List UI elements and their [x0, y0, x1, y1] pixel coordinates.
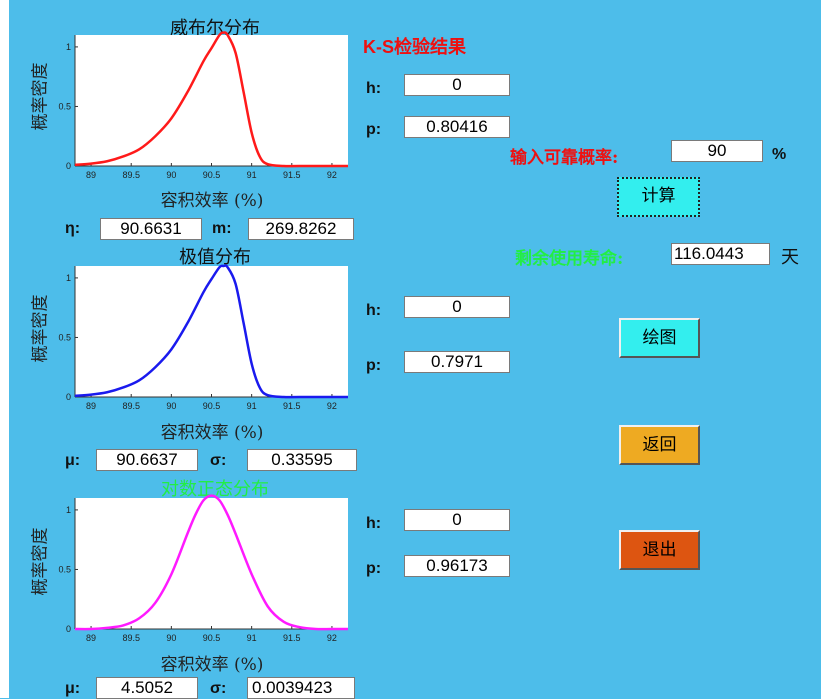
- lognormal-ylabel: 概率密度: [30, 527, 51, 596]
- lognormal-title: 对数正态分布: [161, 479, 269, 500]
- weibull-m-field[interactable]: 269.8262: [248, 218, 354, 240]
- extreme-mu-field[interactable]: 90.6637: [96, 449, 198, 471]
- ks2-h-label: h:: [366, 302, 382, 319]
- ks1-p-field[interactable]: 0.80416: [404, 116, 510, 138]
- weibull-param1-label: η:: [65, 220, 81, 237]
- lognormal-mu-field[interactable]: 4.5052: [96, 677, 198, 699]
- window-edge: [0, 0, 9, 698]
- x-tick-label: 90: [166, 633, 176, 643]
- density-curve: [74, 494, 348, 631]
- density-curve: [74, 264, 348, 399]
- exit-button[interactable]: 退出: [619, 530, 700, 570]
- y-tick-label: 0: [66, 161, 71, 171]
- reliability-label: 输入可靠概率:: [510, 148, 619, 168]
- ks2-h-field[interactable]: 0: [404, 296, 510, 318]
- x-tick-label: 91: [247, 170, 257, 180]
- extreme-plot-area: [75, 266, 348, 397]
- x-tick-label: 92: [327, 401, 337, 411]
- extreme-title: 极值分布: [179, 247, 251, 268]
- plot-button[interactable]: 绘图: [619, 318, 700, 358]
- x-tick-label: 90.5: [203, 633, 221, 643]
- y-tick-label: 0: [66, 624, 71, 634]
- x-tick-label: 91: [247, 401, 257, 411]
- ks1-h-label: h:: [366, 80, 382, 97]
- x-tick-label: 92: [327, 170, 337, 180]
- x-tick-label: 90.5: [203, 401, 221, 411]
- x-tick-label: 90: [166, 170, 176, 180]
- ks3-p-field[interactable]: 0.96173: [404, 555, 510, 577]
- y-tick-label: 1: [66, 42, 71, 52]
- weibull-param2-label: m:: [212, 220, 232, 237]
- ks3-h-field[interactable]: 0: [404, 509, 510, 531]
- ks-results-title: K-S检验结果: [363, 37, 466, 57]
- compute-button[interactable]: 计算: [617, 177, 700, 217]
- x-tick-label: 89: [86, 633, 96, 643]
- extreme-param2-label: σ:: [210, 452, 227, 469]
- x-tick-label: 91.5: [283, 633, 301, 643]
- remaining-life-field[interactable]: 116.0443: [671, 243, 770, 265]
- ks1-p-label: p:: [366, 121, 382, 138]
- lognormal-plot-area: [75, 498, 348, 629]
- remaining-life-label: 剩余使用寿命:: [515, 249, 624, 269]
- y-tick-label: 0.5: [58, 564, 71, 574]
- y-tick-label: 0: [66, 392, 71, 402]
- reliability-unit: %: [772, 146, 787, 163]
- ks2-p-label: p:: [366, 357, 382, 374]
- x-tick-label: 89.5: [122, 170, 140, 180]
- weibull-plot-area: [75, 35, 348, 166]
- ks3-p-label: p:: [366, 560, 382, 577]
- x-tick-label: 89: [86, 401, 96, 411]
- extreme-xlabel: 容积效率 (%): [160, 423, 264, 443]
- lognormal-sigma-field[interactable]: 0.0039423: [247, 677, 355, 699]
- remaining-life-unit: 天: [781, 247, 799, 268]
- ks1-h-field[interactable]: 0: [404, 74, 510, 96]
- density-curve: [74, 31, 348, 168]
- y-tick-label: 1: [66, 273, 71, 283]
- extreme-sigma-field[interactable]: 0.33595: [247, 449, 357, 471]
- x-tick-label: 90: [166, 401, 176, 411]
- x-tick-label: 89.5: [122, 633, 140, 643]
- x-tick-label: 89: [86, 170, 96, 180]
- x-tick-label: 91: [247, 633, 257, 643]
- lognormal-param1-label: μ:: [65, 680, 81, 697]
- ks3-h-label: h:: [366, 515, 382, 532]
- back-button[interactable]: 返回: [619, 425, 700, 465]
- x-tick-label: 92: [327, 633, 337, 643]
- lognormal-xlabel: 容积效率 (%): [160, 655, 264, 675]
- y-tick-label: 0.5: [58, 101, 71, 111]
- extreme-param1-label: μ:: [65, 452, 81, 469]
- y-tick-label: 0.5: [58, 332, 71, 342]
- weibull-xlabel: 容积效率 (%): [160, 191, 264, 211]
- ks2-p-field[interactable]: 0.7971: [404, 351, 510, 373]
- x-tick-label: 91.5: [283, 401, 301, 411]
- x-tick-label: 91.5: [283, 170, 301, 180]
- weibull-eta-field[interactable]: 90.6631: [100, 218, 202, 240]
- x-tick-label: 90.5: [203, 170, 221, 180]
- weibull-title: 威布尔分布: [170, 18, 260, 39]
- lognormal-param2-label: σ:: [210, 680, 227, 697]
- y-tick-label: 1: [66, 505, 71, 515]
- x-tick-label: 89.5: [122, 401, 140, 411]
- reliability-input[interactable]: 90: [671, 140, 763, 162]
